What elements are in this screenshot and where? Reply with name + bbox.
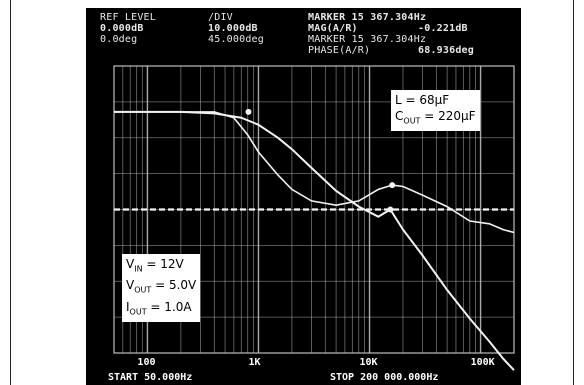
marker-dot-gain bbox=[245, 108, 252, 115]
inductor-value: L = 68µF bbox=[395, 93, 450, 107]
stop-frequency: STOP 200 000.000Hz bbox=[330, 372, 439, 383]
ref-level-label: REF LEVEL bbox=[100, 12, 156, 23]
x-tick-label: 100K bbox=[470, 357, 495, 368]
ref-level-phase: 0.0deg bbox=[100, 34, 138, 45]
input-voltage: VIN = 12V bbox=[126, 257, 184, 274]
analyzer-screen: REF LEVEL 0.000dB 0.0deg /DIV 10.000dB 4… bbox=[86, 8, 521, 385]
div-label: /DIV bbox=[208, 12, 233, 23]
ref-level-mag: 0.000dB bbox=[100, 23, 144, 34]
div-phase: 45.000deg bbox=[208, 34, 264, 45]
mag-label: MAG(A/R) bbox=[308, 23, 358, 34]
marker-readout-2: MARKER 15 367.304Hz bbox=[308, 34, 427, 45]
phase-label: PHASE(A/R) bbox=[308, 45, 371, 56]
div-mag: 10.000dB bbox=[208, 23, 258, 34]
output-current: IOUT = 1.0A bbox=[126, 299, 192, 317]
marker-readout-1: MARKER 15 367.304Hz bbox=[308, 12, 427, 23]
phase-value: 68.936deg bbox=[418, 45, 474, 56]
gain-trace bbox=[114, 110, 515, 371]
bode-plot bbox=[113, 65, 515, 371]
mag-value: -0.221dB bbox=[418, 23, 468, 34]
output-capacitor-value: COUT = 220µF bbox=[395, 109, 476, 126]
start-frequency: START 50.000Hz bbox=[108, 372, 193, 383]
marker-dot-phase bbox=[389, 182, 396, 189]
x-tick-label: 100 bbox=[137, 357, 156, 368]
operating-conditions-legend: VIN = 12V VOUT = 5.0V IOUT = 1.0A bbox=[122, 254, 201, 323]
figure-frame: REF LEVEL 0.000dB 0.0deg /DIV 10.000dB 4… bbox=[10, 0, 574, 385]
x-tick-label: 10K bbox=[359, 357, 378, 368]
inductor-capacitor-legend: L = 68µF COUT = 220µF bbox=[391, 90, 480, 132]
output-voltage: VOUT = 5.0V bbox=[126, 278, 197, 295]
marker-dot-reference bbox=[387, 206, 394, 213]
x-tick-label: 1K bbox=[248, 357, 261, 368]
